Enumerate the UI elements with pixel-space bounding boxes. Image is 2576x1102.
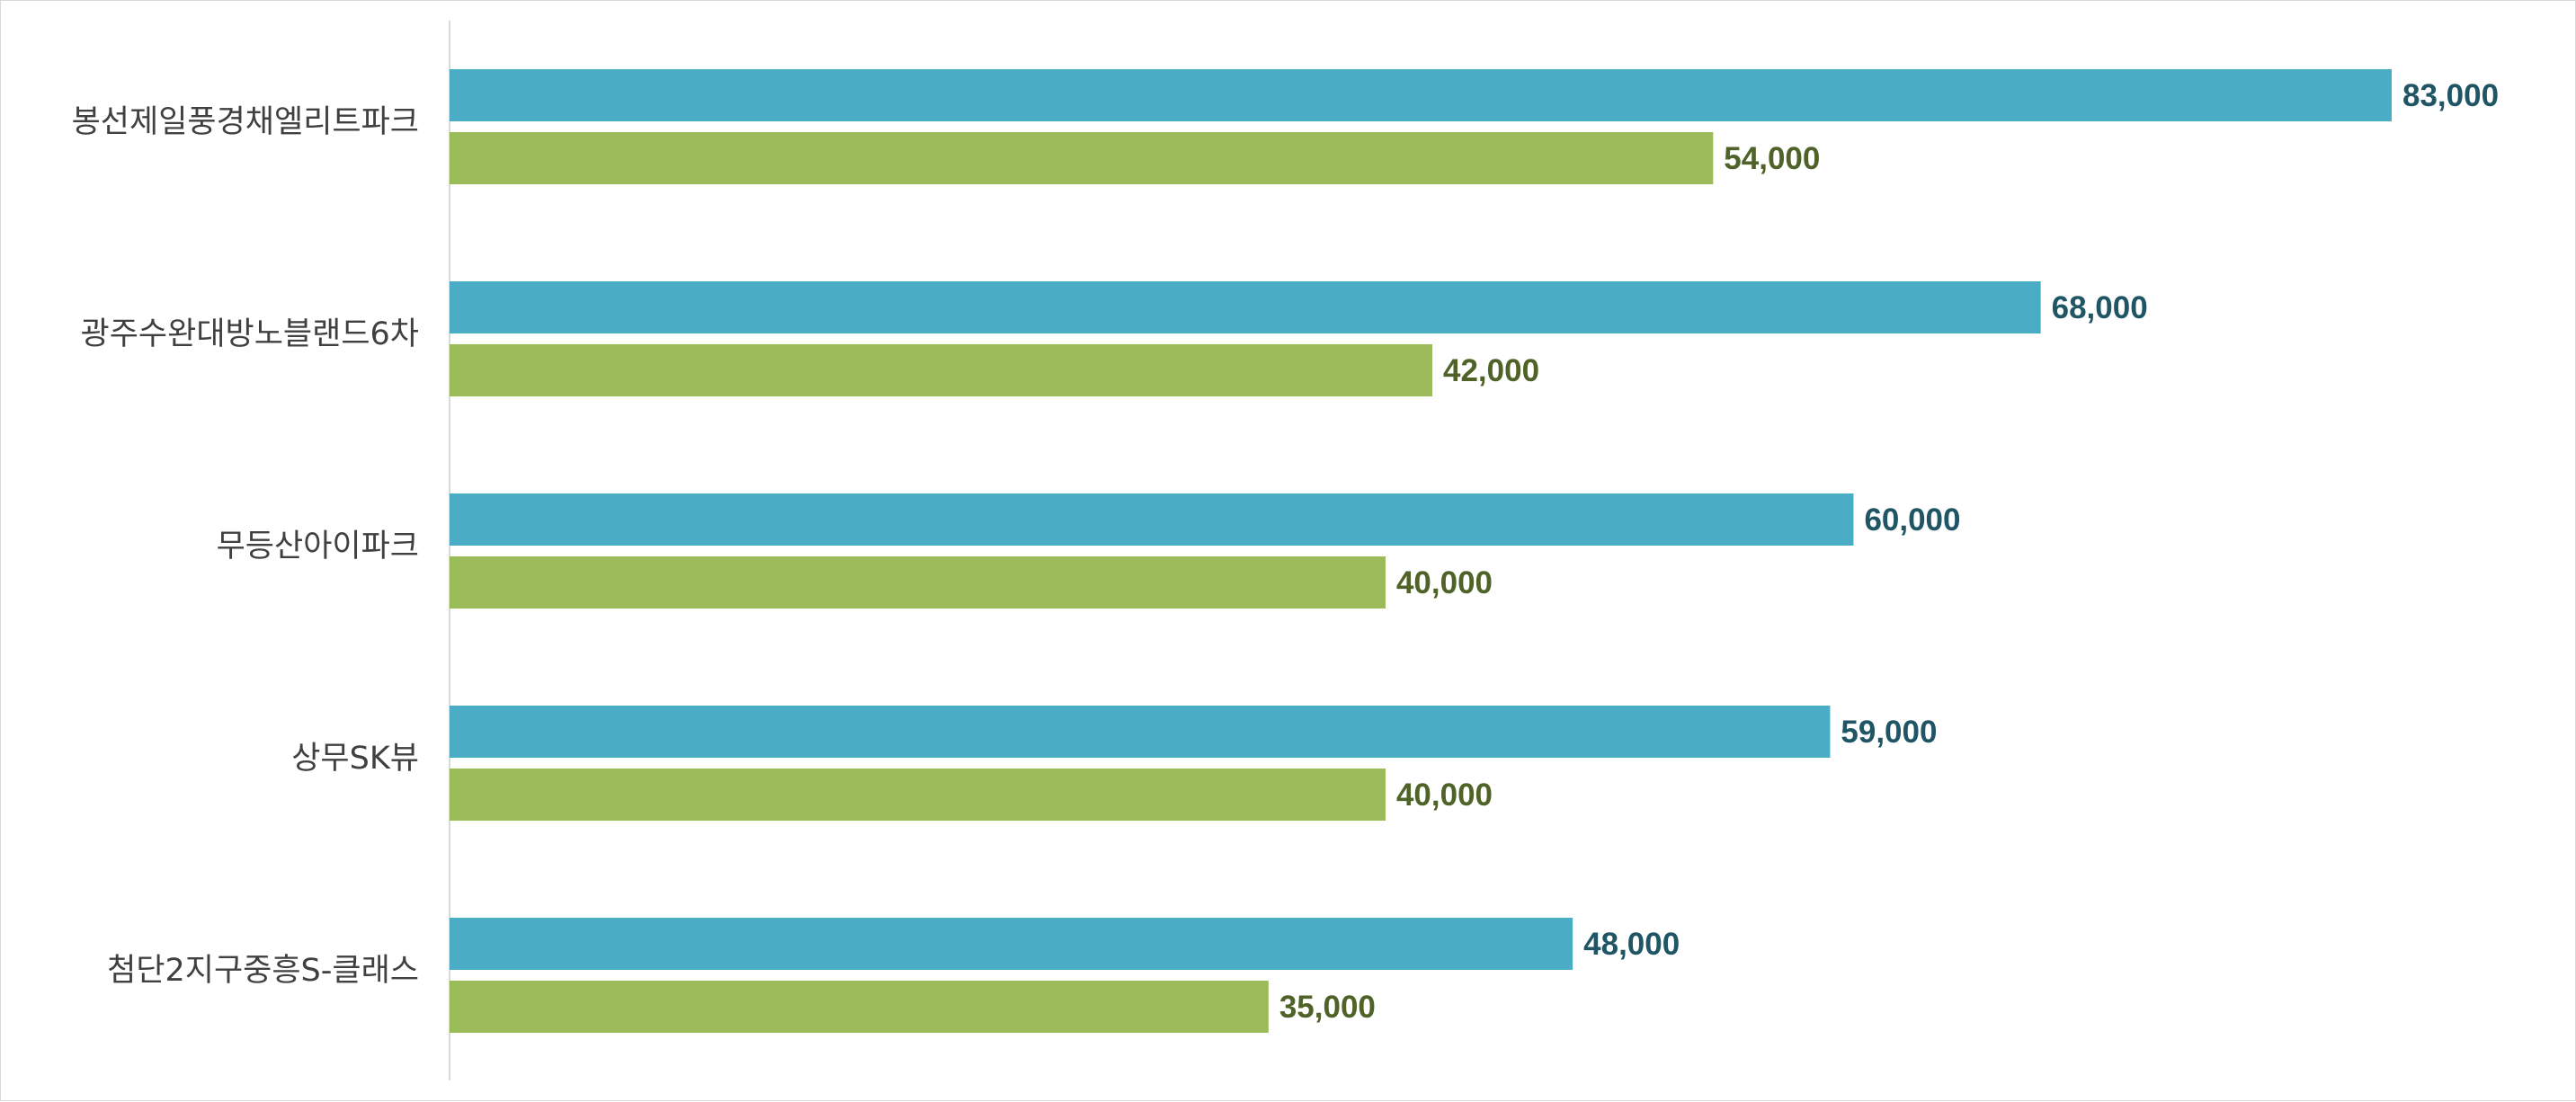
- bar-series-1: [450, 706, 1831, 758]
- category-label: 무등산아이파크: [217, 529, 419, 564]
- category-label: 첨단2지구중흥S-클래스: [107, 953, 419, 989]
- bar-series-2: [450, 132, 1714, 184]
- category-label: 봉선제일풍경채엘리트파크: [72, 104, 419, 140]
- data-label: 40,000: [1396, 565, 1493, 600]
- bar-series-2: [450, 981, 1269, 1033]
- data-label: 60,000: [1864, 502, 1960, 538]
- bar-series-1: [450, 281, 2041, 333]
- bar-series-1: [450, 493, 1854, 546]
- bar-series-2: [450, 769, 1386, 821]
- bar-series-2: [450, 344, 1433, 396]
- data-label: 68,000: [2052, 290, 2148, 325]
- category-labels: 봉선제일풍경채엘리트파크광주수완대방노블랜드6차무등산아이파크상무SK뷰첨단2지…: [72, 104, 419, 989]
- data-label: 35,000: [1279, 990, 1376, 1025]
- bar-series-2: [450, 556, 1386, 609]
- category-label: 광주수완대방노블랜드6차: [81, 316, 419, 352]
- category-label: 상무SK뷰: [291, 741, 419, 777]
- data-label: 54,000: [1724, 141, 1820, 176]
- data-label: 42,000: [1443, 353, 1539, 388]
- bar-series-1: [450, 69, 2392, 121]
- bar-series-1: [450, 918, 1573, 970]
- bars: [450, 69, 2392, 1033]
- data-label: 59,000: [1841, 715, 1937, 750]
- data-label: 40,000: [1396, 778, 1493, 813]
- data-label: 48,000: [1583, 927, 1680, 962]
- data-labels: 83,000 54,000 68,000 42,000 60,000 40,000 59,0…: [1279, 78, 2499, 1025]
- data-label: 83,000: [2402, 78, 2499, 113]
